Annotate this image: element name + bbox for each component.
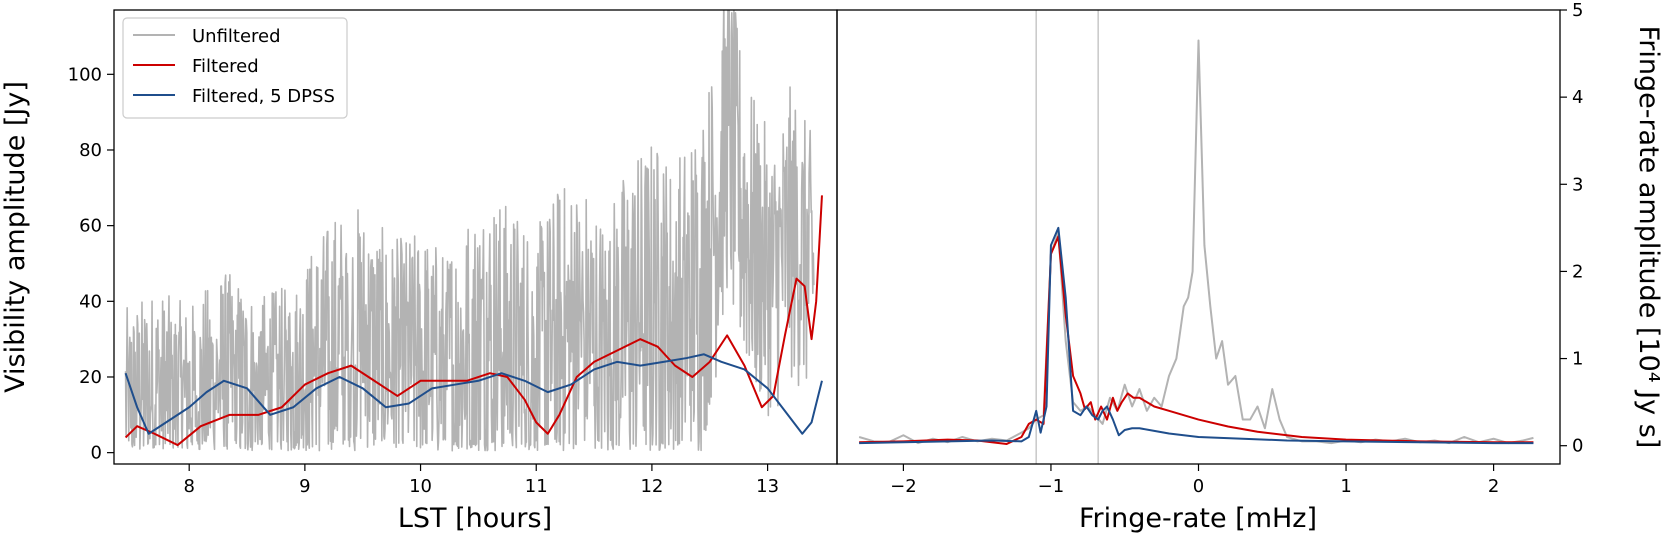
right-x-tick-label: −2	[890, 476, 917, 497]
left-x-tick-label: 11	[525, 476, 548, 497]
visibility-amplitude-panel: 8 9 10 11 12 13 0 20 40 60 80 100 LST [hours] Visib…	[0, 9, 838, 534]
right-axes-frame	[836, 9, 1561, 465]
left-y-tick-label: 80	[79, 140, 102, 161]
right-axis-ticks: −2 −1 0 1 2 0 1 2 3 4 5	[890, 0, 1583, 497]
right-y-tick-label: 4	[1572, 87, 1583, 108]
right-y-axis-label: Fringe-rate amplitude [10⁴ Jy s]	[1633, 26, 1661, 449]
left-x-tick-label: 13	[756, 476, 779, 497]
right-series-unfiltered	[858, 39, 1534, 445]
right-plot-area	[858, 10, 1534, 464]
right-series-filtered	[859, 235, 1534, 445]
legend-label-filtered: Filtered	[192, 56, 259, 77]
right-y-tick-label: 2	[1572, 261, 1583, 282]
left-series-filtered-5-dpss	[124, 353, 823, 435]
left-y-axis-label: Visibility amplitude [Jy]	[0, 81, 31, 393]
right-x-tick-label: −1	[1038, 476, 1065, 497]
legend-label-unfiltered: Unfiltered	[192, 26, 281, 47]
left-x-tick-label: 9	[299, 476, 310, 497]
left-x-axis-label: LST [hours]	[398, 503, 552, 534]
left-x-tick-label: 10	[409, 476, 432, 497]
right-y-tick-label: 5	[1572, 0, 1583, 21]
left-y-tick-label: 60	[79, 216, 102, 237]
left-y-tick-label: 40	[79, 291, 102, 312]
left-y-tick-label: 100	[68, 64, 102, 85]
left-series-unfiltered	[124, 10, 815, 452]
left-series-filtered	[124, 195, 823, 447]
legend-box	[122, 17, 348, 119]
right-x-tick-label: 0	[1193, 476, 1204, 497]
right-y-tick-label: 3	[1572, 174, 1583, 195]
left-plot-area	[124, 10, 823, 452]
right-y-tick-label: 0	[1572, 436, 1583, 457]
right-y-tick-label: 1	[1572, 349, 1583, 370]
left-x-tick-label: 12	[640, 476, 663, 497]
left-y-tick-label: 0	[91, 443, 102, 464]
legend: Unfiltered Filtered Filtered, 5 DPSS	[122, 17, 348, 119]
right-x-tick-label: 1	[1340, 476, 1351, 497]
left-axis-ticks: 8 9 10 11 12 13 0 20 40 60 80 100	[68, 64, 779, 497]
fringe-rate-amplitude-panel: −2 −1 0 1 2 0 1 2 3 4 5 Fringe-rate [mHz] Fringe-r…	[836, 0, 1661, 534]
left-y-tick-label: 20	[79, 367, 102, 388]
left-x-tick-label: 8	[183, 476, 194, 497]
right-x-axis-label: Fringe-rate [mHz]	[1079, 503, 1317, 534]
right-series-filtered-5-dpss	[859, 226, 1534, 445]
legend-label-filtered-5-dpss: Filtered, 5 DPSS	[192, 86, 335, 107]
right-x-tick-label: 2	[1488, 476, 1499, 497]
